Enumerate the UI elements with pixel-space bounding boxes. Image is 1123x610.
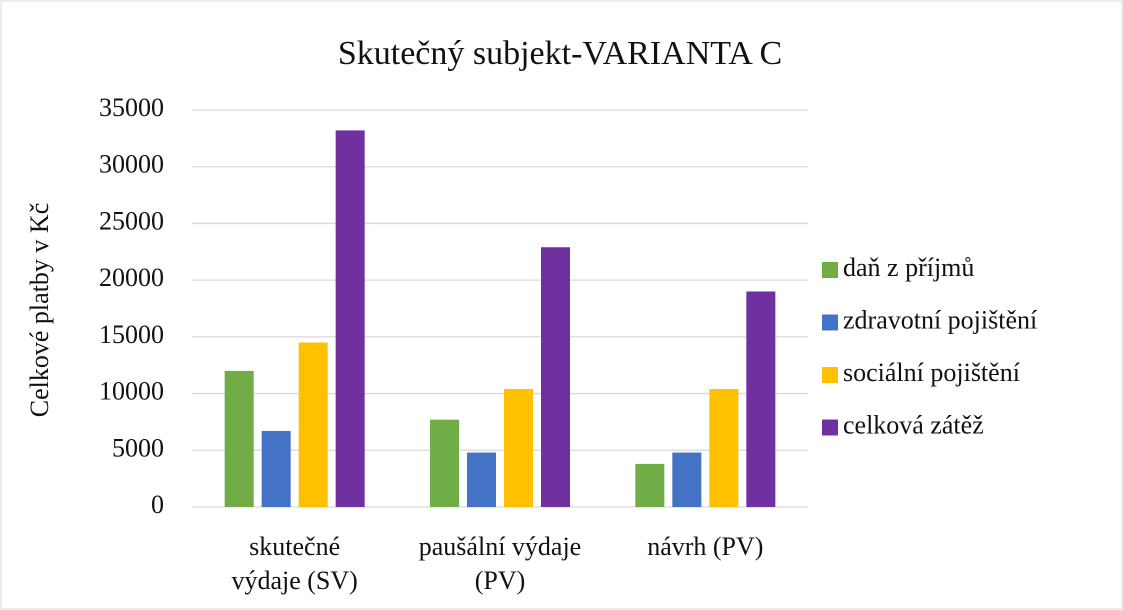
bar (467, 452, 496, 507)
x-tick-label: skutečné výdaje (SV) (231, 532, 358, 595)
x-tick-label: paušální výdaje (PV) (418, 532, 582, 595)
chart-title: Skutečný subjekt-VARIANTA C (338, 35, 782, 72)
legend-swatch (822, 314, 838, 331)
y-tick-label: 0 (151, 490, 164, 519)
bar (298, 342, 328, 507)
legend-label: sociální pojištění (843, 358, 1020, 387)
y-tick-label: 5000 (112, 433, 164, 462)
legend-label: daň z příjmů (843, 253, 974, 282)
bar (261, 431, 291, 507)
y-tick-label: 25000 (99, 206, 164, 235)
bar (746, 291, 776, 507)
y-tick-label: 15000 (99, 320, 164, 349)
y-tick-label: 35000 (99, 93, 164, 122)
y-tick-label: 10000 (99, 377, 164, 406)
bar (541, 247, 570, 507)
legend-label: zdravotní pojištění (843, 305, 1037, 334)
bar (709, 389, 739, 507)
y-tick-label: 30000 (99, 150, 164, 179)
legend-swatch (822, 262, 838, 278)
bar (635, 463, 665, 507)
legend-label: celková zátěž (843, 410, 984, 439)
bar (335, 130, 365, 507)
legend-swatch (822, 367, 838, 383)
y-axis-label: Celkové platby v Kč (25, 203, 54, 417)
bar (430, 419, 459, 507)
bar (504, 389, 533, 507)
legend-swatch (822, 419, 838, 436)
y-tick-label: 20000 (99, 263, 164, 292)
bar (672, 452, 702, 507)
bar (224, 370, 254, 507)
x-tick-label: návrh (PV) (647, 532, 764, 561)
